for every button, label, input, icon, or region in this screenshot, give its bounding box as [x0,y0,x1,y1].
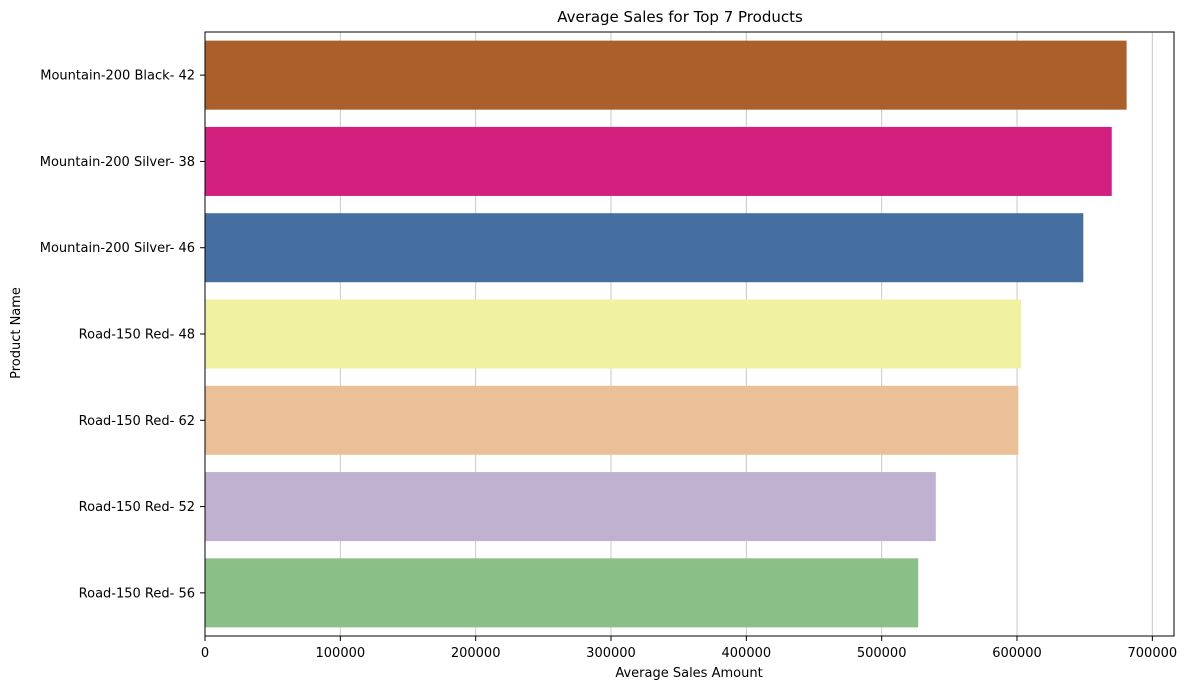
bar [205,472,936,542]
bar [205,126,1112,196]
bar [205,213,1084,283]
x-tick-label: 500000 [857,646,907,661]
x-tick-label: 0 [201,646,209,661]
chart-title: Average Sales for Top 7 Products [557,8,803,26]
y-tick-label: Mountain-200 Silver- 38 [40,155,195,170]
x-tick-label: 700000 [1128,646,1178,661]
bars [205,40,1127,628]
x-tick-label: 600000 [992,646,1042,661]
y-tick-label: Road-150 Red- 56 [79,586,195,601]
bar [205,558,919,628]
x-tick-label: 400000 [722,646,772,661]
bar [205,299,1022,369]
y-tick-label: Road-150 Red- 62 [79,414,195,429]
x-tick-label: 300000 [586,646,636,661]
plot-frame [204,31,1175,637]
bar [205,40,1127,110]
y-axis-title: Product Name [9,287,24,379]
y-axis-ticks: Mountain-200 Black- 42 Mountain-200 Silve… [40,69,205,601]
bar [205,385,1019,455]
y-tick-label: Road-150 Red- 48 [79,328,195,343]
y-tick-label: Mountain-200 Black- 42 [40,69,195,84]
y-tick-label: Mountain-200 Silver- 46 [40,241,195,256]
x-tick-label: 100000 [316,646,366,661]
y-tick-label: Road-150 Red- 52 [79,500,195,515]
x-axis-ticks: 0 100000 200000 300000 400000 500000 600000 700… [201,636,1177,661]
x-tick-label: 200000 [451,646,501,661]
x-axis-title: Average Sales Amount [615,666,762,681]
